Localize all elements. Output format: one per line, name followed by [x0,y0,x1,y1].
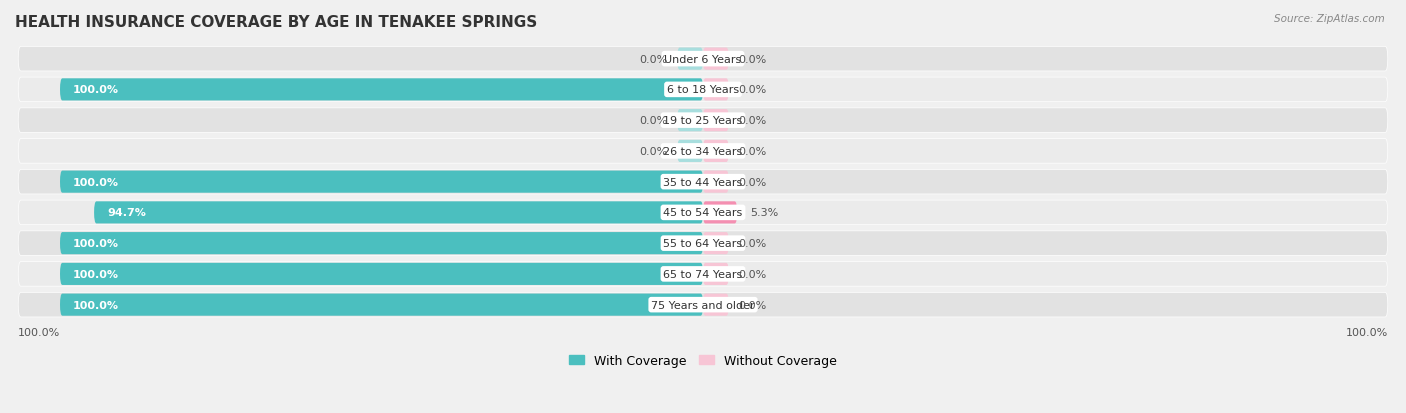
FancyBboxPatch shape [703,171,728,193]
FancyBboxPatch shape [678,48,703,71]
FancyBboxPatch shape [703,233,728,254]
Text: 26 to 34 Years: 26 to 34 Years [664,147,742,157]
FancyBboxPatch shape [60,79,703,101]
FancyBboxPatch shape [678,110,703,132]
Text: 65 to 74 Years: 65 to 74 Years [664,269,742,279]
FancyBboxPatch shape [94,202,703,224]
Text: 100.0%: 100.0% [18,327,60,337]
Text: Under 6 Years: Under 6 Years [665,55,741,64]
FancyBboxPatch shape [60,171,703,193]
Text: 6 to 18 Years: 6 to 18 Years [666,85,740,95]
FancyBboxPatch shape [703,140,728,163]
Text: 0.0%: 0.0% [738,147,766,157]
Text: 35 to 44 Years: 35 to 44 Years [664,177,742,187]
Text: 0.0%: 0.0% [738,116,766,126]
Text: 0.0%: 0.0% [640,116,668,126]
FancyBboxPatch shape [18,139,1388,164]
FancyBboxPatch shape [18,78,1388,102]
Text: Source: ZipAtlas.com: Source: ZipAtlas.com [1274,14,1385,24]
Text: 0.0%: 0.0% [738,269,766,279]
FancyBboxPatch shape [18,47,1388,72]
Text: 0.0%: 0.0% [640,55,668,64]
FancyBboxPatch shape [60,233,703,254]
Text: 100.0%: 100.0% [73,300,120,310]
FancyBboxPatch shape [703,263,728,285]
FancyBboxPatch shape [703,202,737,224]
FancyBboxPatch shape [678,140,703,163]
Text: 0.0%: 0.0% [640,147,668,157]
FancyBboxPatch shape [18,262,1388,287]
Legend: With Coverage, Without Coverage: With Coverage, Without Coverage [564,349,842,372]
Text: 0.0%: 0.0% [738,300,766,310]
Text: 75 Years and older: 75 Years and older [651,300,755,310]
FancyBboxPatch shape [703,79,728,101]
FancyBboxPatch shape [18,231,1388,256]
FancyBboxPatch shape [18,201,1388,225]
FancyBboxPatch shape [703,294,728,316]
FancyBboxPatch shape [703,110,728,132]
Text: 0.0%: 0.0% [738,177,766,187]
Text: 5.3%: 5.3% [749,208,778,218]
Text: 100.0%: 100.0% [73,177,120,187]
Text: 100.0%: 100.0% [1346,327,1388,337]
Text: 100.0%: 100.0% [73,239,120,249]
Text: 0.0%: 0.0% [738,239,766,249]
FancyBboxPatch shape [60,294,703,316]
Text: HEALTH INSURANCE COVERAGE BY AGE IN TENAKEE SPRINGS: HEALTH INSURANCE COVERAGE BY AGE IN TENA… [15,15,537,30]
FancyBboxPatch shape [60,263,703,285]
FancyBboxPatch shape [703,48,728,71]
Text: 0.0%: 0.0% [738,85,766,95]
Text: 0.0%: 0.0% [738,55,766,64]
FancyBboxPatch shape [18,109,1388,133]
Text: 19 to 25 Years: 19 to 25 Years [664,116,742,126]
FancyBboxPatch shape [18,170,1388,195]
Text: 55 to 64 Years: 55 to 64 Years [664,239,742,249]
Text: 100.0%: 100.0% [73,269,120,279]
FancyBboxPatch shape [18,293,1388,317]
Text: 100.0%: 100.0% [73,85,120,95]
Text: 94.7%: 94.7% [107,208,146,218]
Text: 45 to 54 Years: 45 to 54 Years [664,208,742,218]
